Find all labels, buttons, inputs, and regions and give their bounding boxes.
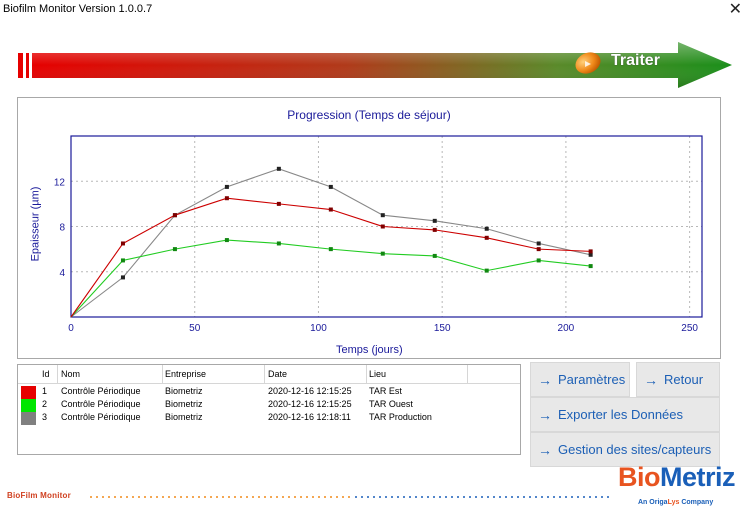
gestion-button[interactable]: → Gestion des sites/capteurs	[530, 432, 720, 467]
x-tick-label: 150	[434, 323, 451, 334]
data-point	[588, 264, 593, 269]
series-color-swatch	[21, 412, 36, 425]
data-point	[484, 235, 489, 240]
arrow-right-icon: →	[538, 406, 552, 423]
biometriz-logo: BioMetriz	[618, 462, 736, 492]
cell-lieu: TAR Production	[369, 412, 432, 422]
col-header-entreprise[interactable]: Entreprise	[165, 369, 207, 379]
exporter-button[interactable]: → Exporter les Données	[530, 397, 720, 432]
col-header-date[interactable]: Date	[268, 369, 288, 379]
play-icon	[585, 61, 591, 67]
table-row[interactable]: 2 Contrôle Périodique Biometriz 2020-12-16 …	[18, 399, 520, 412]
data-point	[588, 249, 593, 254]
plot-frame	[70, 135, 703, 318]
data-point	[328, 184, 333, 189]
cell-nom: Contrôle Périodique	[61, 386, 141, 396]
chart-plot: 0 50 100 150 200 250 4 8 12	[54, 135, 703, 334]
series-line	[70, 197, 591, 318]
data-point	[224, 238, 229, 243]
cell-entreprise: Biometriz	[165, 386, 203, 396]
cell-nom: Contrôle Périodique	[61, 399, 141, 409]
data-point	[484, 226, 489, 231]
traiter-button-label[interactable]: Traiter	[611, 52, 660, 69]
data-point	[432, 253, 437, 258]
logo-tagline: An OrigaLys Company	[638, 499, 714, 506]
cell-date: 2020-12-16 12:15:25	[268, 399, 352, 409]
retour-button[interactable]: → Retour	[636, 362, 720, 397]
retour-label: Retour	[664, 372, 704, 387]
cell-lieu: TAR Ouest	[369, 399, 413, 409]
arrow-right-icon: →	[644, 371, 658, 388]
data-point	[276, 201, 281, 206]
data-point	[328, 207, 333, 212]
series-color-swatch	[21, 399, 36, 412]
cell-date: 2020-12-16 12:18:11	[268, 412, 351, 422]
x-tick-label: 0	[68, 323, 74, 334]
x-tick-label: 200	[558, 323, 575, 334]
exporter-label: Exporter les Données	[558, 407, 684, 422]
gestion-label: Gestion des sites/capteurs	[558, 442, 712, 457]
traiter-banner	[18, 42, 732, 88]
chart-title: Progression (Temps de séjour)	[287, 108, 451, 122]
col-header-id[interactable]: Id	[42, 369, 50, 379]
data-point	[276, 166, 281, 171]
data-point	[380, 213, 385, 218]
close-icon[interactable]: ✕	[728, 1, 742, 18]
data-point	[432, 218, 437, 223]
cell-id: 1	[42, 386, 48, 396]
data-point	[172, 213, 177, 218]
cell-entreprise: Biometriz	[165, 399, 203, 409]
data-point	[536, 247, 541, 252]
data-point	[172, 247, 177, 252]
x-tick-label: 250	[681, 323, 698, 334]
data-point	[588, 252, 593, 257]
y-tick-label: 8	[59, 223, 65, 234]
parametres-label: Paramètres	[558, 372, 626, 387]
cell-entreprise: Biometriz	[165, 412, 203, 422]
series-line	[70, 168, 591, 318]
cell-id: 3	[42, 412, 48, 422]
data-point	[380, 224, 385, 229]
y-tick-label: 4	[59, 268, 65, 279]
x-tick-label: 50	[189, 323, 201, 334]
table-row[interactable]: 1 Contrôle Périodique Biometriz 2020-12-16 …	[18, 386, 520, 399]
progression-chart: Progression (Temps de séjour) 0 50 100 150 2…	[17, 97, 721, 359]
data-point	[224, 196, 229, 201]
table-header: Id Nom Entreprise Date Lieu	[18, 365, 520, 384]
cell-date: 2020-12-16 12:15:25	[268, 386, 352, 396]
y-tick-label: 12	[54, 177, 66, 188]
x-axis-label: Temps (jours)	[336, 344, 403, 356]
cell-id: 2	[42, 399, 48, 409]
x-tick-label: 100	[310, 323, 327, 334]
data-point	[120, 258, 125, 263]
data-point	[120, 275, 125, 280]
window-title: Biofilm Monitor Version 1.0.0.7	[3, 3, 153, 15]
arrow-right-icon: →	[538, 371, 552, 388]
data-point	[276, 241, 281, 246]
measurement-table[interactable]: Id Nom Entreprise Date Lieu 1 Contrôle Pé…	[17, 364, 521, 455]
col-header-lieu[interactable]: Lieu	[369, 369, 387, 379]
data-point	[328, 247, 333, 252]
cell-nom: Contrôle Périodique	[61, 412, 141, 422]
parametres-button[interactable]: → Paramètres	[530, 362, 630, 397]
data-point	[432, 227, 437, 232]
cell-lieu: TAR Est	[369, 386, 402, 396]
data-point	[380, 251, 385, 256]
data-point	[536, 258, 541, 263]
data-point	[484, 268, 489, 273]
data-point	[224, 184, 229, 189]
title-bar: Biofilm Monitor Version 1.0.0.7 ✕	[0, 0, 750, 18]
data-point	[536, 241, 541, 246]
app-name-footer: BioFilm Monitor	[7, 491, 71, 500]
table-row[interactable]: 3 Contrôle Périodique Biometriz 2020-12-16 …	[18, 412, 520, 425]
arrow-right-icon: →	[538, 441, 552, 458]
series-color-swatch	[21, 386, 36, 399]
col-header-nom[interactable]: Nom	[61, 369, 81, 379]
traiter-button[interactable]	[572, 48, 604, 77]
data-point	[120, 241, 125, 246]
y-axis-label: Epaisseur (µm)	[29, 186, 42, 262]
footer-divider	[90, 496, 610, 498]
series-line	[70, 239, 591, 318]
